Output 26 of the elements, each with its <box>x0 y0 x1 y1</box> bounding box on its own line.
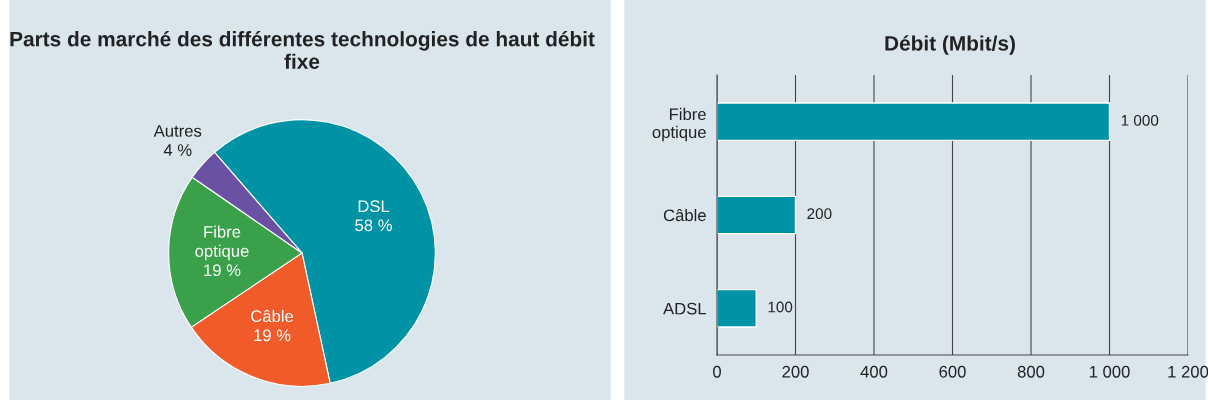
data-label: 4 % <box>163 144 192 156</box>
chart-title: Parts de marché des différentes technologies de haut débit fixe <box>10 30 595 69</box>
data-label: 58 % <box>355 219 392 232</box>
x-tick-label: 400 <box>860 365 888 378</box>
data-label: 100 <box>768 301 793 313</box>
x-tick-label: 0 <box>713 365 721 378</box>
slice-label: Câble <box>251 309 294 323</box>
bar <box>717 102 1111 142</box>
slice-label: Fibre optique <box>195 225 249 261</box>
x-tick-label: 600 <box>939 365 966 378</box>
slice-label: Autres <box>153 125 202 137</box>
data-label: 19 % <box>204 264 241 277</box>
x-tick-label: 1 000 <box>1089 365 1130 378</box>
y-tick-label: Fibre optique <box>652 107 706 142</box>
data-label: 1 000 <box>1121 114 1159 126</box>
x-tick-label: 800 <box>1017 365 1045 378</box>
y-tick-label: Câble <box>663 208 706 222</box>
data-label: 200 <box>807 208 832 220</box>
chart-title: Débit (Mbit/s) <box>885 35 1015 55</box>
data-label: 19 % <box>254 329 291 342</box>
slice-label: DSL <box>358 200 390 213</box>
bar <box>717 195 797 235</box>
x-tick-label: 200 <box>782 365 809 378</box>
y-tick-label: ADSL <box>663 302 707 315</box>
bar <box>717 288 757 328</box>
x-tick-label: 1 200 <box>1168 365 1208 378</box>
